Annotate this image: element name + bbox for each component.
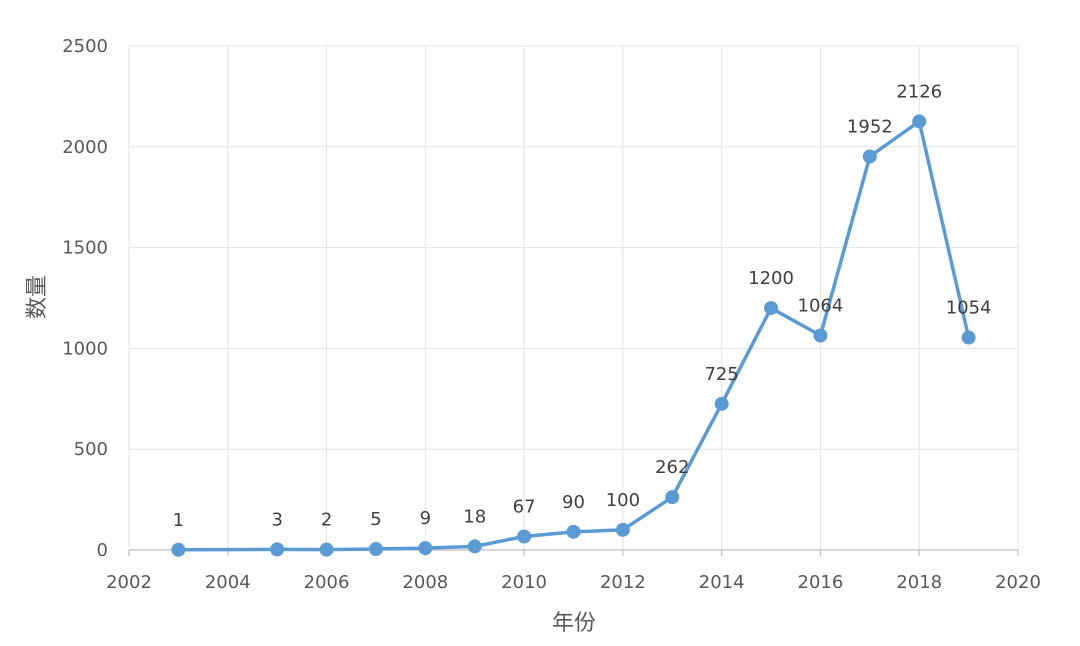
data-point [813, 328, 828, 343]
data-label: 90 [562, 492, 585, 513]
y-tick-labels: 0 500 1000 1500 2000 2500 [62, 36, 108, 561]
data-point [418, 541, 433, 556]
y-tick-label: 1000 [62, 338, 108, 359]
data-point [714, 396, 729, 411]
data-point [368, 541, 383, 556]
data-points [171, 114, 976, 557]
data-point [961, 330, 976, 345]
y-tick-label: 2000 [62, 137, 108, 158]
y-tick-label: 2500 [62, 36, 108, 57]
y-tick-label: 0 [97, 540, 108, 561]
data-point [862, 149, 877, 164]
data-label: 1064 [798, 295, 844, 316]
x-tick-label: 2004 [205, 572, 251, 593]
data-point [270, 542, 285, 557]
data-label: 9 [420, 508, 431, 529]
x-tick-label: 2002 [106, 572, 152, 593]
x-tick-label: 2014 [699, 572, 745, 593]
x-tick-label: 2016 [798, 572, 844, 593]
data-point [764, 301, 779, 316]
x-tick-label: 2018 [896, 572, 942, 593]
series-line [178, 119, 971, 552]
data-label: 1952 [847, 116, 893, 137]
series-line-path [178, 119, 971, 552]
data-point [912, 114, 927, 129]
data-label: 5 [370, 509, 381, 530]
data-label: 18 [463, 506, 486, 527]
data-label: 262 [655, 457, 689, 478]
data-point [566, 524, 581, 539]
data-label: 1 [173, 510, 184, 531]
x-tick-label: 2006 [304, 572, 350, 593]
data-label: 1054 [946, 298, 992, 319]
x-axis-title: 年份 [552, 611, 596, 636]
data-point [319, 542, 334, 557]
data-point [615, 522, 630, 537]
x-tick-label: 2020 [995, 572, 1041, 593]
data-point [467, 539, 482, 554]
grid-lines [128, 45, 1019, 550]
x-tick-label: 2012 [600, 572, 646, 593]
data-label: 2 [321, 510, 332, 531]
y-tick-label: 500 [74, 439, 108, 460]
data-point [517, 529, 532, 544]
data-label: 2126 [896, 81, 942, 102]
x-tick-label: 2010 [501, 572, 547, 593]
x-tick-labels: 2002 2004 2006 2008 2010 2012 2014 2016 2018 2020 [106, 572, 1041, 593]
data-label: 100 [606, 490, 640, 511]
x-tick-label: 2008 [402, 572, 448, 593]
data-label: 3 [271, 509, 282, 530]
y-tick-label: 1500 [62, 238, 108, 259]
data-label: 67 [513, 496, 536, 517]
data-point [665, 490, 680, 505]
data-label: 1200 [748, 268, 794, 289]
data-point [171, 542, 186, 557]
y-axis-title: 数量 [25, 275, 50, 319]
data-label: 725 [704, 364, 738, 385]
